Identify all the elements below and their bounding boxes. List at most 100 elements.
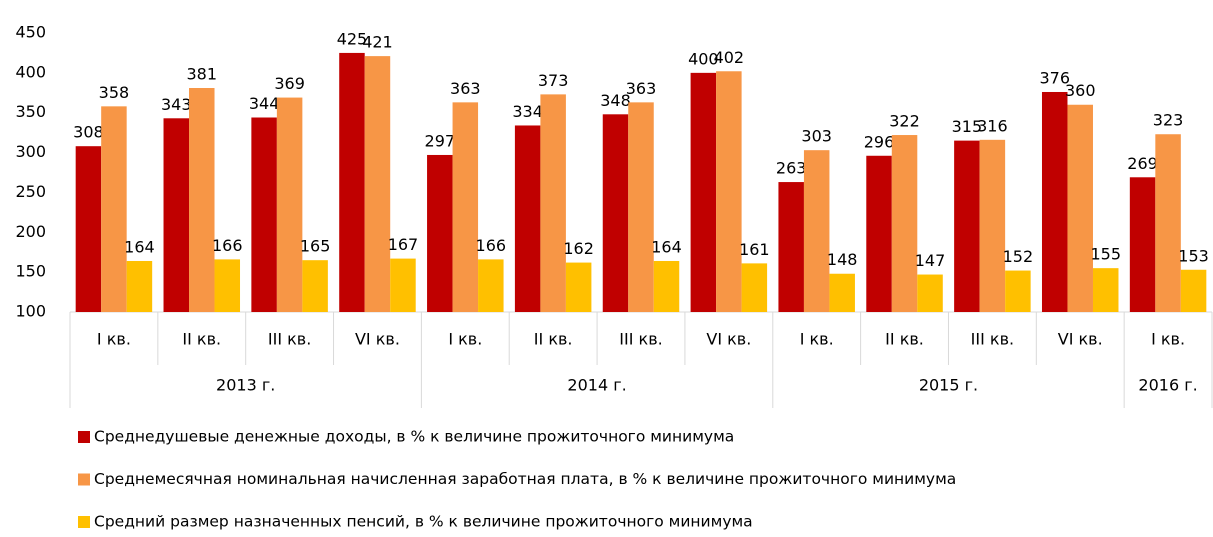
bar xyxy=(690,72,717,312)
bar xyxy=(741,263,768,312)
data-label: 148 xyxy=(827,250,858,269)
x-tick-label: VI кв. xyxy=(706,330,751,349)
x-tick-label: VI кв. xyxy=(355,330,400,349)
data-label: 316 xyxy=(977,116,1008,135)
bar xyxy=(390,258,416,312)
bar xyxy=(602,114,629,313)
bar xyxy=(1067,104,1093,312)
x-tick-label: I кв. xyxy=(1151,330,1185,349)
bar xyxy=(653,260,680,312)
data-label: 303 xyxy=(801,127,832,146)
data-label: 269 xyxy=(1127,154,1158,173)
bar xyxy=(829,273,855,312)
y-tick-label: 450 xyxy=(15,23,46,42)
x-tick-label: II кв. xyxy=(534,330,573,349)
legend-label: Среднедушевые денежные доходы, в % к вел… xyxy=(94,428,734,446)
data-label: 147 xyxy=(915,251,946,270)
bar xyxy=(628,102,654,312)
bar xyxy=(565,262,592,312)
group-label: 2016 г. xyxy=(1138,376,1197,395)
bar xyxy=(778,182,804,312)
y-tick-label: 300 xyxy=(15,142,46,161)
x-tick-label: II кв. xyxy=(182,330,221,349)
bar xyxy=(452,102,479,312)
data-label: 343 xyxy=(161,95,192,114)
bar xyxy=(866,155,892,312)
data-label: 165 xyxy=(300,237,331,256)
y-tick-label: 350 xyxy=(15,102,46,121)
data-label: 369 xyxy=(274,74,305,93)
bar xyxy=(1180,269,1207,312)
data-label: 153 xyxy=(1178,246,1209,265)
x-tick-label: III кв. xyxy=(971,330,1014,349)
data-label: 376 xyxy=(1039,68,1070,87)
y-tick-label: 250 xyxy=(15,182,46,201)
bar xyxy=(126,260,153,312)
bar xyxy=(276,97,303,312)
legend-label: Среднемесячная номинальная начисленная з… xyxy=(94,470,956,488)
data-label: 308 xyxy=(73,123,104,142)
data-label: 322 xyxy=(889,112,920,131)
data-label: 161 xyxy=(739,240,770,259)
data-label: 363 xyxy=(450,79,481,98)
legend-label: Средний размер назначенных пенсий, в % к… xyxy=(94,513,753,531)
bar xyxy=(716,71,742,313)
data-label: 421 xyxy=(362,33,393,52)
data-label: 363 xyxy=(626,79,657,98)
data-label: 164 xyxy=(124,237,155,256)
y-tick-label: 100 xyxy=(15,302,46,321)
data-label: 263 xyxy=(776,159,807,178)
y-tick-label: 400 xyxy=(15,62,46,81)
bar xyxy=(1005,270,1031,312)
bar xyxy=(189,88,215,312)
legend-swatch xyxy=(78,431,90,443)
bar xyxy=(339,52,365,313)
data-label: 162 xyxy=(563,239,594,258)
bar xyxy=(478,259,504,312)
x-tick-label: I кв. xyxy=(800,330,834,349)
group-label: 2015 г. xyxy=(919,376,978,395)
bar xyxy=(302,260,328,312)
legend-swatch xyxy=(78,473,90,486)
x-tick-label: III кв. xyxy=(619,330,662,349)
y-tick-label: 150 xyxy=(15,262,46,281)
x-tick-label: III кв. xyxy=(268,330,311,349)
bar xyxy=(364,56,391,312)
data-label: 152 xyxy=(1003,247,1034,266)
bar xyxy=(75,146,102,312)
data-label: 348 xyxy=(600,91,631,110)
x-tick-label: VI кв. xyxy=(1058,330,1103,349)
data-label: 323 xyxy=(1153,111,1184,130)
data-label: 296 xyxy=(864,132,895,151)
data-label: 315 xyxy=(952,117,983,136)
data-label: 358 xyxy=(99,83,130,102)
bar xyxy=(1092,268,1119,312)
bar xyxy=(163,118,190,313)
group-label: 2014 г. xyxy=(567,376,626,395)
data-label: 425 xyxy=(337,29,368,48)
group-label: 2013 г. xyxy=(216,376,275,395)
data-label: 402 xyxy=(714,48,745,67)
bar xyxy=(1041,91,1068,312)
data-label: 167 xyxy=(388,235,419,254)
data-label: 381 xyxy=(186,65,217,84)
data-label: 155 xyxy=(1090,245,1121,264)
data-label: 360 xyxy=(1065,81,1096,100)
bar xyxy=(251,117,277,312)
bar xyxy=(1155,134,1181,312)
bar xyxy=(427,154,453,312)
bar xyxy=(954,140,980,312)
x-tick-label: I кв. xyxy=(448,330,482,349)
data-label: 344 xyxy=(249,94,280,113)
x-tick-label: II кв. xyxy=(885,330,924,349)
bar xyxy=(514,125,541,313)
x-tick-label: I кв. xyxy=(97,330,131,349)
data-label: 164 xyxy=(651,237,682,256)
bar xyxy=(1129,177,1156,312)
data-label: 166 xyxy=(476,236,507,255)
bar xyxy=(979,139,1006,312)
bar xyxy=(803,150,830,312)
data-label: 400 xyxy=(688,49,719,68)
data-label: 166 xyxy=(212,236,243,255)
